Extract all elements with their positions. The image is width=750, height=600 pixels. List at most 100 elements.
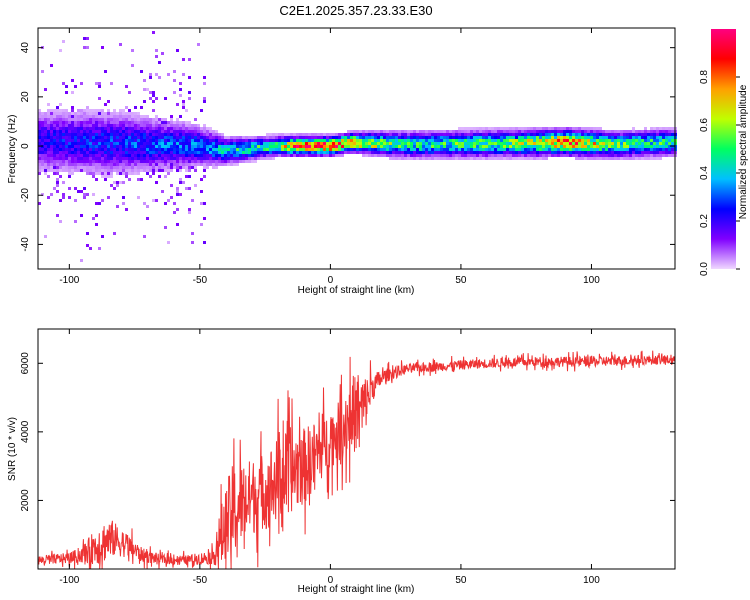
spectrogram-cell <box>386 136 389 139</box>
spectrogram-cell <box>191 151 194 154</box>
spectrogram-cell <box>68 163 71 166</box>
spectrogram-cell <box>479 127 482 130</box>
spectrogram-cell <box>659 145 662 148</box>
spectrogram-cell <box>404 130 407 133</box>
spectrogram-cell <box>215 148 218 151</box>
spectrogram-cell <box>149 175 152 178</box>
spectrogram-cell <box>473 142 476 145</box>
spectrogram-cell <box>617 136 620 139</box>
spectrogram-cell <box>176 127 179 130</box>
spectrogram-cell <box>329 148 332 151</box>
spectrogram-cell <box>659 136 662 139</box>
spectrogram-cell <box>638 139 641 142</box>
spectrogram-cell <box>41 115 44 118</box>
spectrogram-cell <box>344 133 347 136</box>
spectrogram-cell <box>155 127 158 130</box>
spectrogram-cell <box>131 145 134 148</box>
spectrogram-cell <box>239 154 242 157</box>
spectrogram-cell <box>494 142 497 145</box>
spectrogram-cell <box>107 148 110 151</box>
spectrogram-cell <box>107 160 110 163</box>
spectrogram-cell <box>482 133 485 136</box>
spectrogram-cell <box>353 130 356 133</box>
spectrogram-cell <box>632 151 635 154</box>
spectrogram-cell <box>545 139 548 142</box>
spectrogram-cell <box>578 136 581 139</box>
spectrogram-cell <box>155 97 158 100</box>
spectrogram-cell <box>494 154 497 157</box>
spectrogram-cell <box>566 127 569 130</box>
snr-x-tick-label: 0 <box>328 575 334 586</box>
spectrogram-cell <box>74 127 77 130</box>
spectrogram-cell <box>542 142 545 145</box>
spectrogram-cell <box>116 148 119 151</box>
spectrogram-cell <box>86 133 89 136</box>
spectrogram-cell <box>176 121 179 124</box>
spectrogram-cell <box>656 151 659 154</box>
spectrogram-cell <box>68 166 71 169</box>
spectrogram-cell <box>68 139 71 142</box>
spectrogram-cell <box>545 130 548 133</box>
spectrogram-cell <box>317 145 320 148</box>
spectrogram-cell <box>65 139 68 142</box>
spectrogram-cell <box>464 142 467 145</box>
spectrogram-cell <box>110 145 113 148</box>
spectrogram-cell <box>56 112 59 115</box>
spectrogram-cell <box>203 124 206 127</box>
spectrogram-cell <box>359 133 362 136</box>
spectrogram-cell <box>494 127 497 130</box>
spectrogram-cell <box>320 145 323 148</box>
spectrogram-cell <box>626 145 629 148</box>
snr-y-label: SNR (10 * v/v) <box>7 417 18 481</box>
spectrogram-cell <box>68 130 71 133</box>
spectrogram-cell <box>176 139 179 142</box>
spectrogram-cell <box>497 130 500 133</box>
spectrogram-cell <box>116 136 119 139</box>
spectrogram-cell <box>308 139 311 142</box>
spectrogram-cell <box>98 247 101 250</box>
spectrogram-cell <box>56 145 59 148</box>
spectrogram-cell <box>629 154 632 157</box>
spectrogram-cell <box>650 130 653 133</box>
spectrogram-cell <box>173 130 176 133</box>
spectrogram-cell <box>572 136 575 139</box>
spectrogram-cell <box>320 148 323 151</box>
spectrogram-cell <box>407 157 410 160</box>
spectrogram-cell <box>53 112 56 115</box>
spectrogram-cell <box>560 142 563 145</box>
spectrogram-cell <box>467 157 470 160</box>
spectrogram-cell <box>47 160 50 163</box>
spectrogram-cell <box>209 145 212 148</box>
spectrogram-cell <box>200 148 203 151</box>
spectrogram-cell <box>326 148 329 151</box>
spectrogram-cell <box>101 109 104 112</box>
spectrogram-cell <box>398 145 401 148</box>
spectrogram-cell <box>176 154 179 157</box>
spectrogram-cell <box>71 157 74 160</box>
spectrogram-cell <box>128 169 131 172</box>
spectrogram-cell <box>440 133 443 136</box>
spectrogram-cell <box>317 133 320 136</box>
spectrogram-cell <box>590 145 593 148</box>
spectrogram-cell <box>425 154 428 157</box>
spectrogram-cell <box>56 115 59 118</box>
spectrogram-cell <box>203 76 206 79</box>
spectrogram-cell <box>323 154 326 157</box>
spectrogram-cell <box>83 160 86 163</box>
spectrogram-cell <box>590 136 593 139</box>
spectrogram-cell <box>545 145 548 148</box>
spectrogram-cell <box>236 148 239 151</box>
spectrogram-cell <box>206 139 209 142</box>
spectrogram-cell <box>446 154 449 157</box>
spectrogram-cell <box>125 136 128 139</box>
spectrogram-cell <box>89 124 92 127</box>
spectrogram-cell <box>74 220 77 223</box>
spectrogram-cell <box>293 145 296 148</box>
spectrogram-cell <box>203 97 206 100</box>
spectrogram-cell <box>158 76 161 79</box>
spectrogram-cell <box>521 148 524 151</box>
spectrogram-cell <box>59 124 62 127</box>
spectrogram-cell <box>461 151 464 154</box>
spectrogram-cell <box>95 148 98 151</box>
spectrogram-cell <box>197 139 200 142</box>
